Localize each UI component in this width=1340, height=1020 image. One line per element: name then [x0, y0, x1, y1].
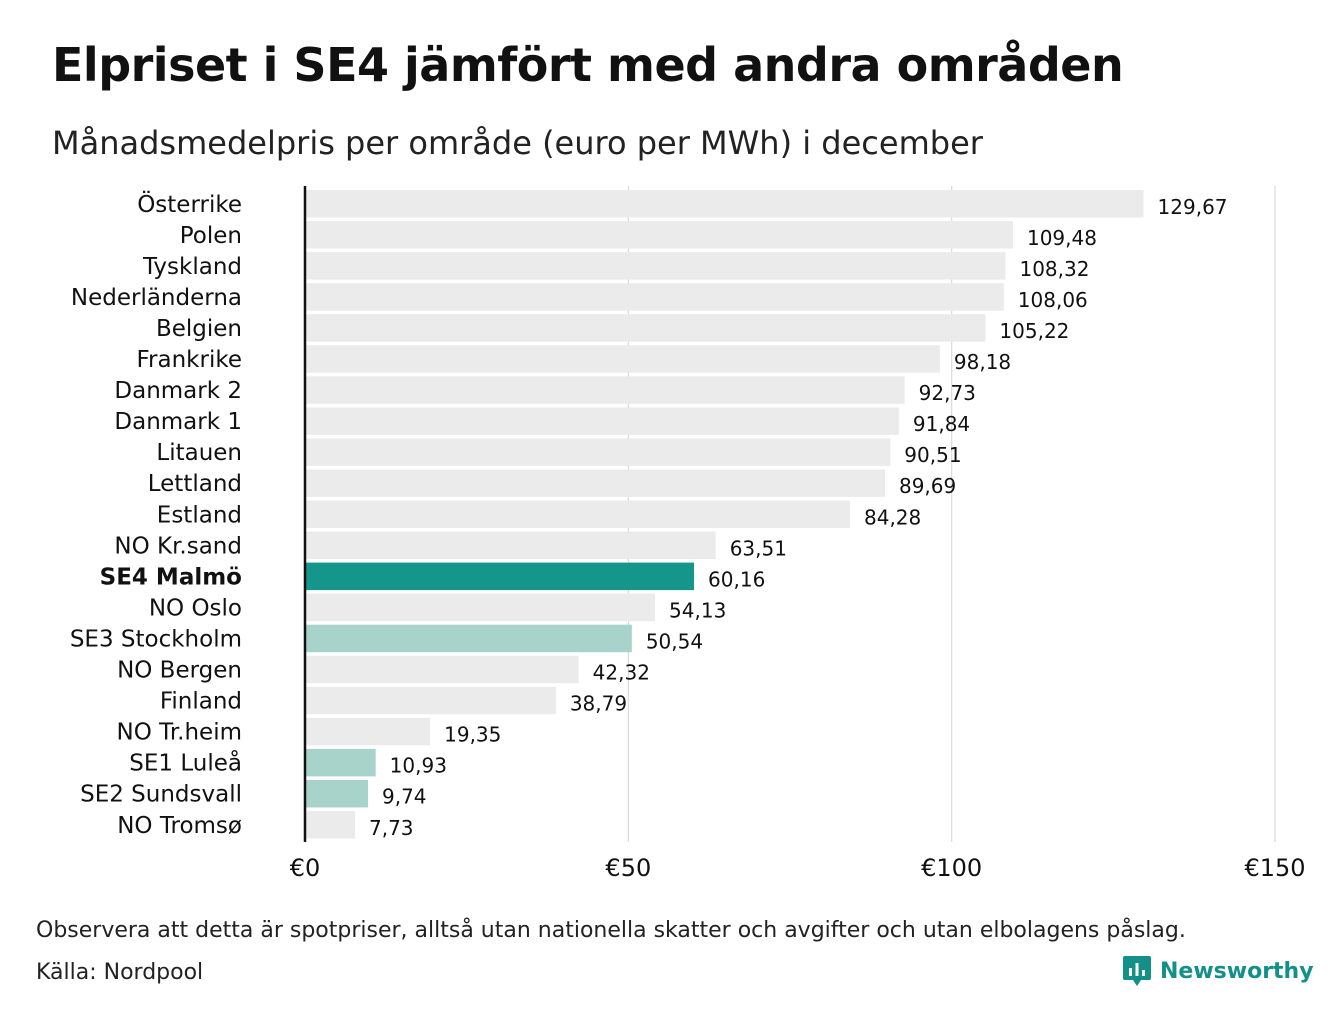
category-label: NO Tr.heim	[117, 720, 242, 746]
x-tick-label: €0	[290, 854, 321, 882]
bar	[305, 283, 1004, 311]
data-label: 84,28	[864, 505, 921, 529]
category-label: Estland	[157, 502, 242, 528]
data-label: 98,18	[954, 350, 1011, 374]
category-label: Österrike	[137, 190, 242, 218]
category-label: SE1 Luleå	[129, 749, 242, 777]
bar	[305, 469, 885, 497]
data-label: 105,22	[999, 319, 1069, 343]
category-label: Finland	[160, 689, 242, 715]
bar	[305, 221, 1013, 249]
bar	[305, 500, 851, 528]
data-label: 129,67	[1158, 195, 1228, 219]
x-axis-ticks: €0 €50 €100 €150	[290, 854, 1306, 882]
category-label: Polen	[180, 223, 242, 249]
data-label: 108,32	[1019, 257, 1089, 281]
bar	[305, 655, 579, 684]
data-label: 9,74	[382, 785, 427, 809]
footnote: Observera att detta är spotpriser, allts…	[36, 918, 1186, 943]
newsworthy-logo-icon	[1123, 956, 1151, 986]
data-label: 109,48	[1027, 226, 1097, 250]
category-label: Nederländerna	[71, 285, 242, 311]
category-label: NO Bergen	[117, 658, 242, 684]
brand-logo[interactable]: Newsworthy	[1122, 954, 1314, 988]
category-label: Lettland	[148, 471, 242, 497]
value-labels: 129,67 109,48 108,32 108,06 105,22 98,18 92,73…	[369, 195, 1228, 840]
category-label: SE4 Malmö	[100, 564, 242, 590]
x-tick-label: €150	[1244, 854, 1305, 882]
data-label: 38,79	[570, 692, 627, 716]
category-label: NO Tromsø	[117, 813, 242, 839]
category-label: NO Oslo	[149, 595, 242, 621]
bar	[305, 717, 431, 746]
bar	[305, 531, 716, 560]
data-label: 7,73	[369, 816, 414, 840]
source-note: Källa: Nordpool	[36, 960, 204, 985]
data-label: 60,16	[708, 567, 765, 591]
data-label: 91,84	[913, 412, 970, 436]
bar	[305, 438, 891, 466]
category-label: NO Kr.sand	[114, 533, 242, 559]
bar	[305, 624, 632, 653]
brand-name: Newsworthy	[1160, 958, 1314, 984]
data-label: 90,51	[904, 443, 961, 467]
category-labels: Österrike Polen Tyskland Nederländerna Belgi…	[70, 190, 242, 839]
bar	[305, 562, 695, 591]
bar	[305, 345, 940, 373]
category-label: Belgien	[156, 316, 242, 342]
bar	[305, 593, 656, 622]
x-tick-label: €100	[921, 854, 982, 882]
data-label: 50,54	[646, 629, 703, 653]
chart-subtitle: Månadsmedelpris per område (euro per MWh…	[52, 124, 983, 162]
data-label: 108,06	[1018, 288, 1088, 312]
category-label: Danmark 2	[114, 378, 242, 404]
data-label: 10,93	[390, 754, 447, 778]
bar	[305, 748, 376, 777]
category-label: SE2 Sundsvall	[80, 782, 242, 808]
chart-title: Elpriset i SE4 jämfört med andra områden	[52, 38, 1124, 92]
category-label: Danmark 1	[114, 409, 242, 435]
data-label: 54,13	[669, 598, 726, 622]
data-label: 89,69	[899, 474, 956, 498]
bar	[305, 376, 905, 404]
bars	[305, 190, 1144, 839]
bar-chart: Österrike Polen Tyskland Nederländerna Belgi…	[70, 186, 1306, 882]
bar	[305, 252, 1006, 280]
data-label: 92,73	[919, 381, 976, 405]
category-label: Tyskland	[142, 254, 242, 280]
data-label: 42,32	[593, 661, 650, 685]
bar	[305, 779, 368, 808]
bar	[305, 407, 899, 435]
category-label: Frankrike	[137, 347, 243, 373]
category-label: SE3 Stockholm	[70, 626, 242, 652]
data-label: 19,35	[444, 723, 501, 747]
x-tick-label: €50	[605, 854, 651, 882]
bar	[305, 314, 986, 342]
data-label: 63,51	[730, 536, 787, 560]
category-label: Litauen	[156, 440, 242, 466]
bar	[305, 190, 1144, 218]
bar	[305, 811, 355, 839]
bar	[305, 686, 556, 715]
